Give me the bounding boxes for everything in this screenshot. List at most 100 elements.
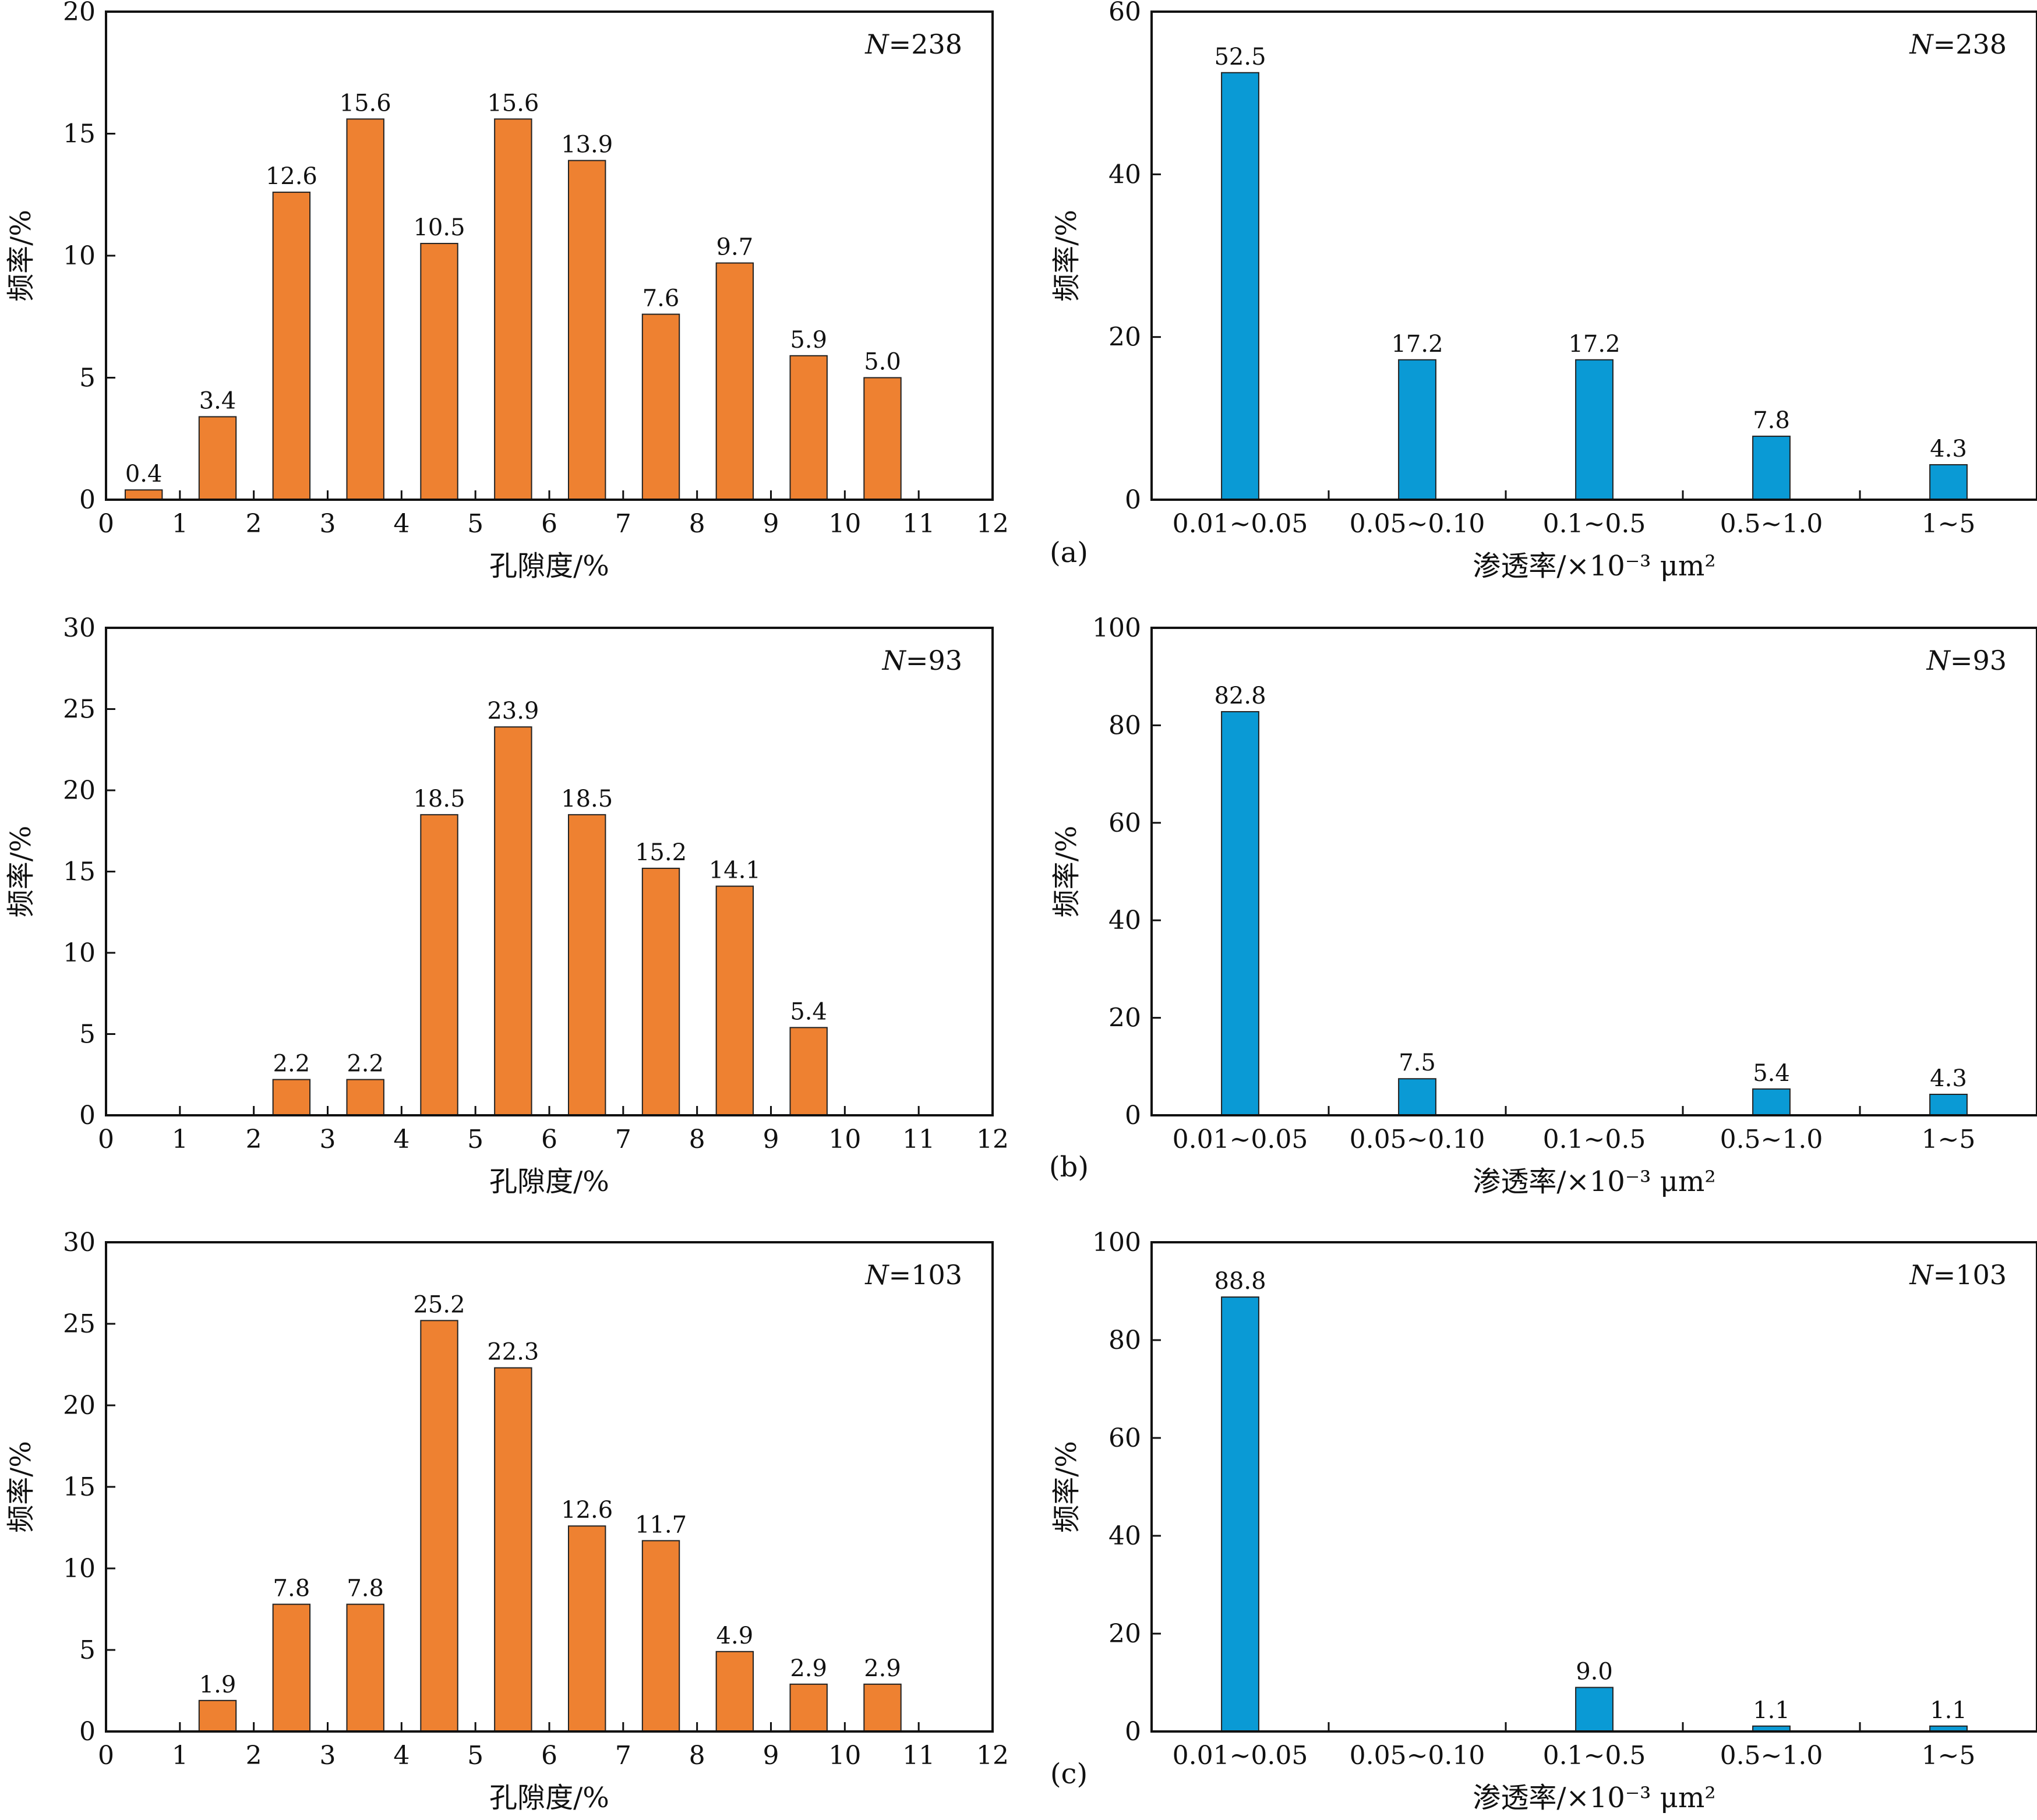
x-tick-label: 1 (172, 509, 188, 539)
x-tick-label: 1 (172, 1125, 188, 1154)
x-tick-label: 7 (615, 1741, 631, 1770)
x-category-label: 1~5 (1922, 1741, 1976, 1770)
bar (494, 1367, 532, 1733)
bar (1221, 1296, 1259, 1733)
plot-frame (1150, 10, 2037, 501)
x-tick-label: 1 (172, 1741, 188, 1770)
x-category-label: 0.05~0.10 (1350, 1741, 1485, 1770)
x-tick-label: 8 (689, 1741, 705, 1770)
y-tick-label: 5 (79, 363, 96, 393)
bar (641, 313, 680, 500)
plot-frame (1150, 1241, 2037, 1733)
bar (198, 1699, 237, 1733)
x-tick-label: 6 (541, 509, 557, 539)
bar-value-label: 1.1 (1753, 1697, 1790, 1724)
y-tick-label: 20 (1108, 323, 1141, 352)
bar-value-label: 2.9 (790, 1655, 827, 1682)
x-tick-label: 10 (828, 509, 861, 539)
bar (1752, 436, 1791, 500)
bar (272, 1603, 311, 1733)
bar-value-label: 5.0 (864, 349, 901, 376)
x-axis-label: 孔隙度/% (489, 550, 609, 582)
x-tick-label: 10 (828, 1125, 861, 1154)
y-tick-label: 10 (63, 938, 96, 968)
y-tick-label: 20 (1108, 1003, 1141, 1033)
x-tick-label: 2 (246, 1125, 262, 1154)
x-tick-label: 5 (467, 1125, 483, 1154)
bar-value-label: 9.0 (1576, 1658, 1613, 1685)
bar-value-label: 18.5 (413, 786, 465, 812)
bar-value-label: 12.6 (266, 163, 317, 190)
x-tick-label: 6 (541, 1125, 557, 1154)
bar-value-label: 7.5 (1399, 1049, 1436, 1076)
x-axis-label: 渗透率/×10⁻³ μm² (1473, 1165, 1715, 1198)
sample-count-label: N=103 (864, 1259, 962, 1291)
bar-value-label: 10.5 (413, 214, 465, 241)
bar (1398, 1078, 1436, 1116)
x-axis-label: 孔隙度/% (489, 1782, 609, 1814)
bar (124, 489, 163, 500)
x-tick-label: 4 (393, 1125, 409, 1154)
sample-count-label: N=93 (882, 645, 962, 676)
bar (567, 160, 606, 500)
bar-value-label: 2.2 (347, 1051, 384, 1077)
y-axis-label: 频率/% (1050, 210, 1083, 302)
y-tick-label: 100 (1092, 613, 1141, 643)
x-tick-label: 8 (689, 1125, 705, 1154)
x-category-label: 1~5 (1922, 1125, 1976, 1154)
bar (420, 1320, 458, 1732)
y-tick-label: 40 (1108, 1521, 1141, 1551)
y-tick-label: 40 (1108, 906, 1141, 935)
bar-value-label: 15.6 (487, 90, 539, 116)
plot-frame (105, 627, 994, 1116)
y-tick-label: 80 (1108, 711, 1141, 740)
panel-label: (a) (1050, 536, 1088, 569)
x-category-label: 1~5 (1922, 509, 1976, 539)
y-tick-label: 30 (63, 613, 96, 643)
bar-value-label: 11.7 (635, 1511, 687, 1538)
x-tick-label: 11 (902, 1125, 935, 1154)
sample-count-label: N=238 (1909, 29, 2007, 60)
bar-value-label: 9.7 (716, 234, 754, 261)
x-tick-label: 9 (763, 1741, 779, 1770)
x-tick-label: 0 (98, 1125, 114, 1154)
bar (272, 1079, 311, 1116)
x-category-label: 0.01~0.05 (1173, 509, 1308, 539)
sample-count-label: N=103 (1909, 1259, 2007, 1291)
y-tick-label: 100 (1092, 1228, 1141, 1257)
bar-value-label: 17.2 (1391, 331, 1443, 358)
bar-value-label: 5.4 (1753, 1060, 1790, 1087)
chart-panel-c-porosity: 1.97.8 7.825.222.312.611.74.92.9 2.90 1 2 3 4 5… (5, 1228, 1009, 1814)
x-tick-label: 4 (393, 509, 409, 539)
bar-value-label: 17.2 (1568, 331, 1620, 358)
x-tick-label: 3 (320, 1125, 336, 1154)
x-tick-label: 11 (902, 1741, 935, 1770)
bar-value-label: 4.3 (1930, 1065, 1967, 1092)
bar (1929, 1094, 1968, 1116)
y-tick-label: 30 (63, 1228, 96, 1257)
x-tick-label: 2 (246, 1741, 262, 1770)
plot-frame (105, 1241, 994, 1733)
x-category-label: 0.1~0.5 (1543, 1125, 1646, 1154)
bar-value-label: 4.3 (1930, 436, 1967, 462)
y-tick-label: 15 (63, 119, 96, 149)
y-tick-label: 0 (79, 1717, 96, 1747)
bar (567, 1525, 606, 1732)
x-tick-label: 7 (615, 509, 631, 539)
x-tick-label: 5 (467, 1741, 483, 1770)
y-tick-label: 25 (63, 1309, 96, 1339)
chart-panel-a-permeability: 52.5 0.01~0.05 17.2 0.05~0.10 17.2 0.1~0.5 7.8… (1050, 0, 2037, 582)
bar (789, 355, 828, 500)
bar-value-label: 14.1 (709, 857, 761, 884)
bar-value-label: 5.4 (790, 998, 827, 1025)
x-tick-label: 0 (98, 1741, 114, 1770)
bar (1221, 711, 1259, 1116)
y-tick-label: 15 (63, 1472, 96, 1502)
bar-value-label: 0.4 (125, 461, 163, 487)
bar (346, 118, 384, 501)
panel-label: (c) (1050, 1758, 1088, 1790)
y-tick-label: 0 (79, 485, 96, 515)
x-axis-label: 孔隙度/% (489, 1165, 609, 1198)
bar-value-label: 2.2 (273, 1051, 310, 1077)
